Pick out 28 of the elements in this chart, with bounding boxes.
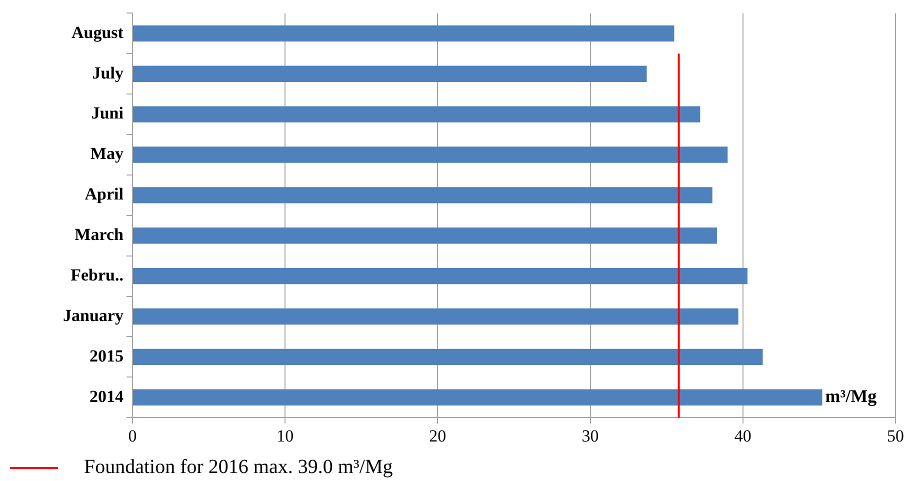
bar <box>132 348 763 366</box>
y-tick-label: Febru.. <box>70 265 124 284</box>
x-tick-label: 40 <box>734 426 752 446</box>
annotation: m³/Mg <box>825 386 877 406</box>
x-tick-label: 0 <box>128 426 137 446</box>
y-tick-label: 2015 <box>89 346 124 366</box>
bar <box>132 389 822 406</box>
bar <box>132 268 748 284</box>
bar <box>132 106 700 122</box>
y-tick-label: July <box>92 63 124 82</box>
y-tick-label: January <box>62 306 124 325</box>
bar <box>132 146 728 163</box>
bar <box>132 308 738 325</box>
bar <box>132 187 712 204</box>
legend-label: Foundation for 2016 max. 39.0 m³/Mg <box>84 456 393 479</box>
bar <box>132 66 647 82</box>
y-tick-label: May <box>90 144 124 164</box>
y-tick-label: April <box>84 184 124 204</box>
bar <box>132 228 717 244</box>
bar <box>132 25 674 42</box>
y-tick-label: August <box>71 22 124 42</box>
y-tick-label: Juni <box>91 104 124 123</box>
y-tick-label: 2014 <box>89 386 124 406</box>
x-tick-label: 30 <box>582 426 599 446</box>
x-tick-label: 50 <box>887 426 904 446</box>
x-tick-label: 20 <box>429 426 446 446</box>
x-tick-label: 10 <box>276 426 294 446</box>
y-tick-label: March <box>74 225 124 244</box>
